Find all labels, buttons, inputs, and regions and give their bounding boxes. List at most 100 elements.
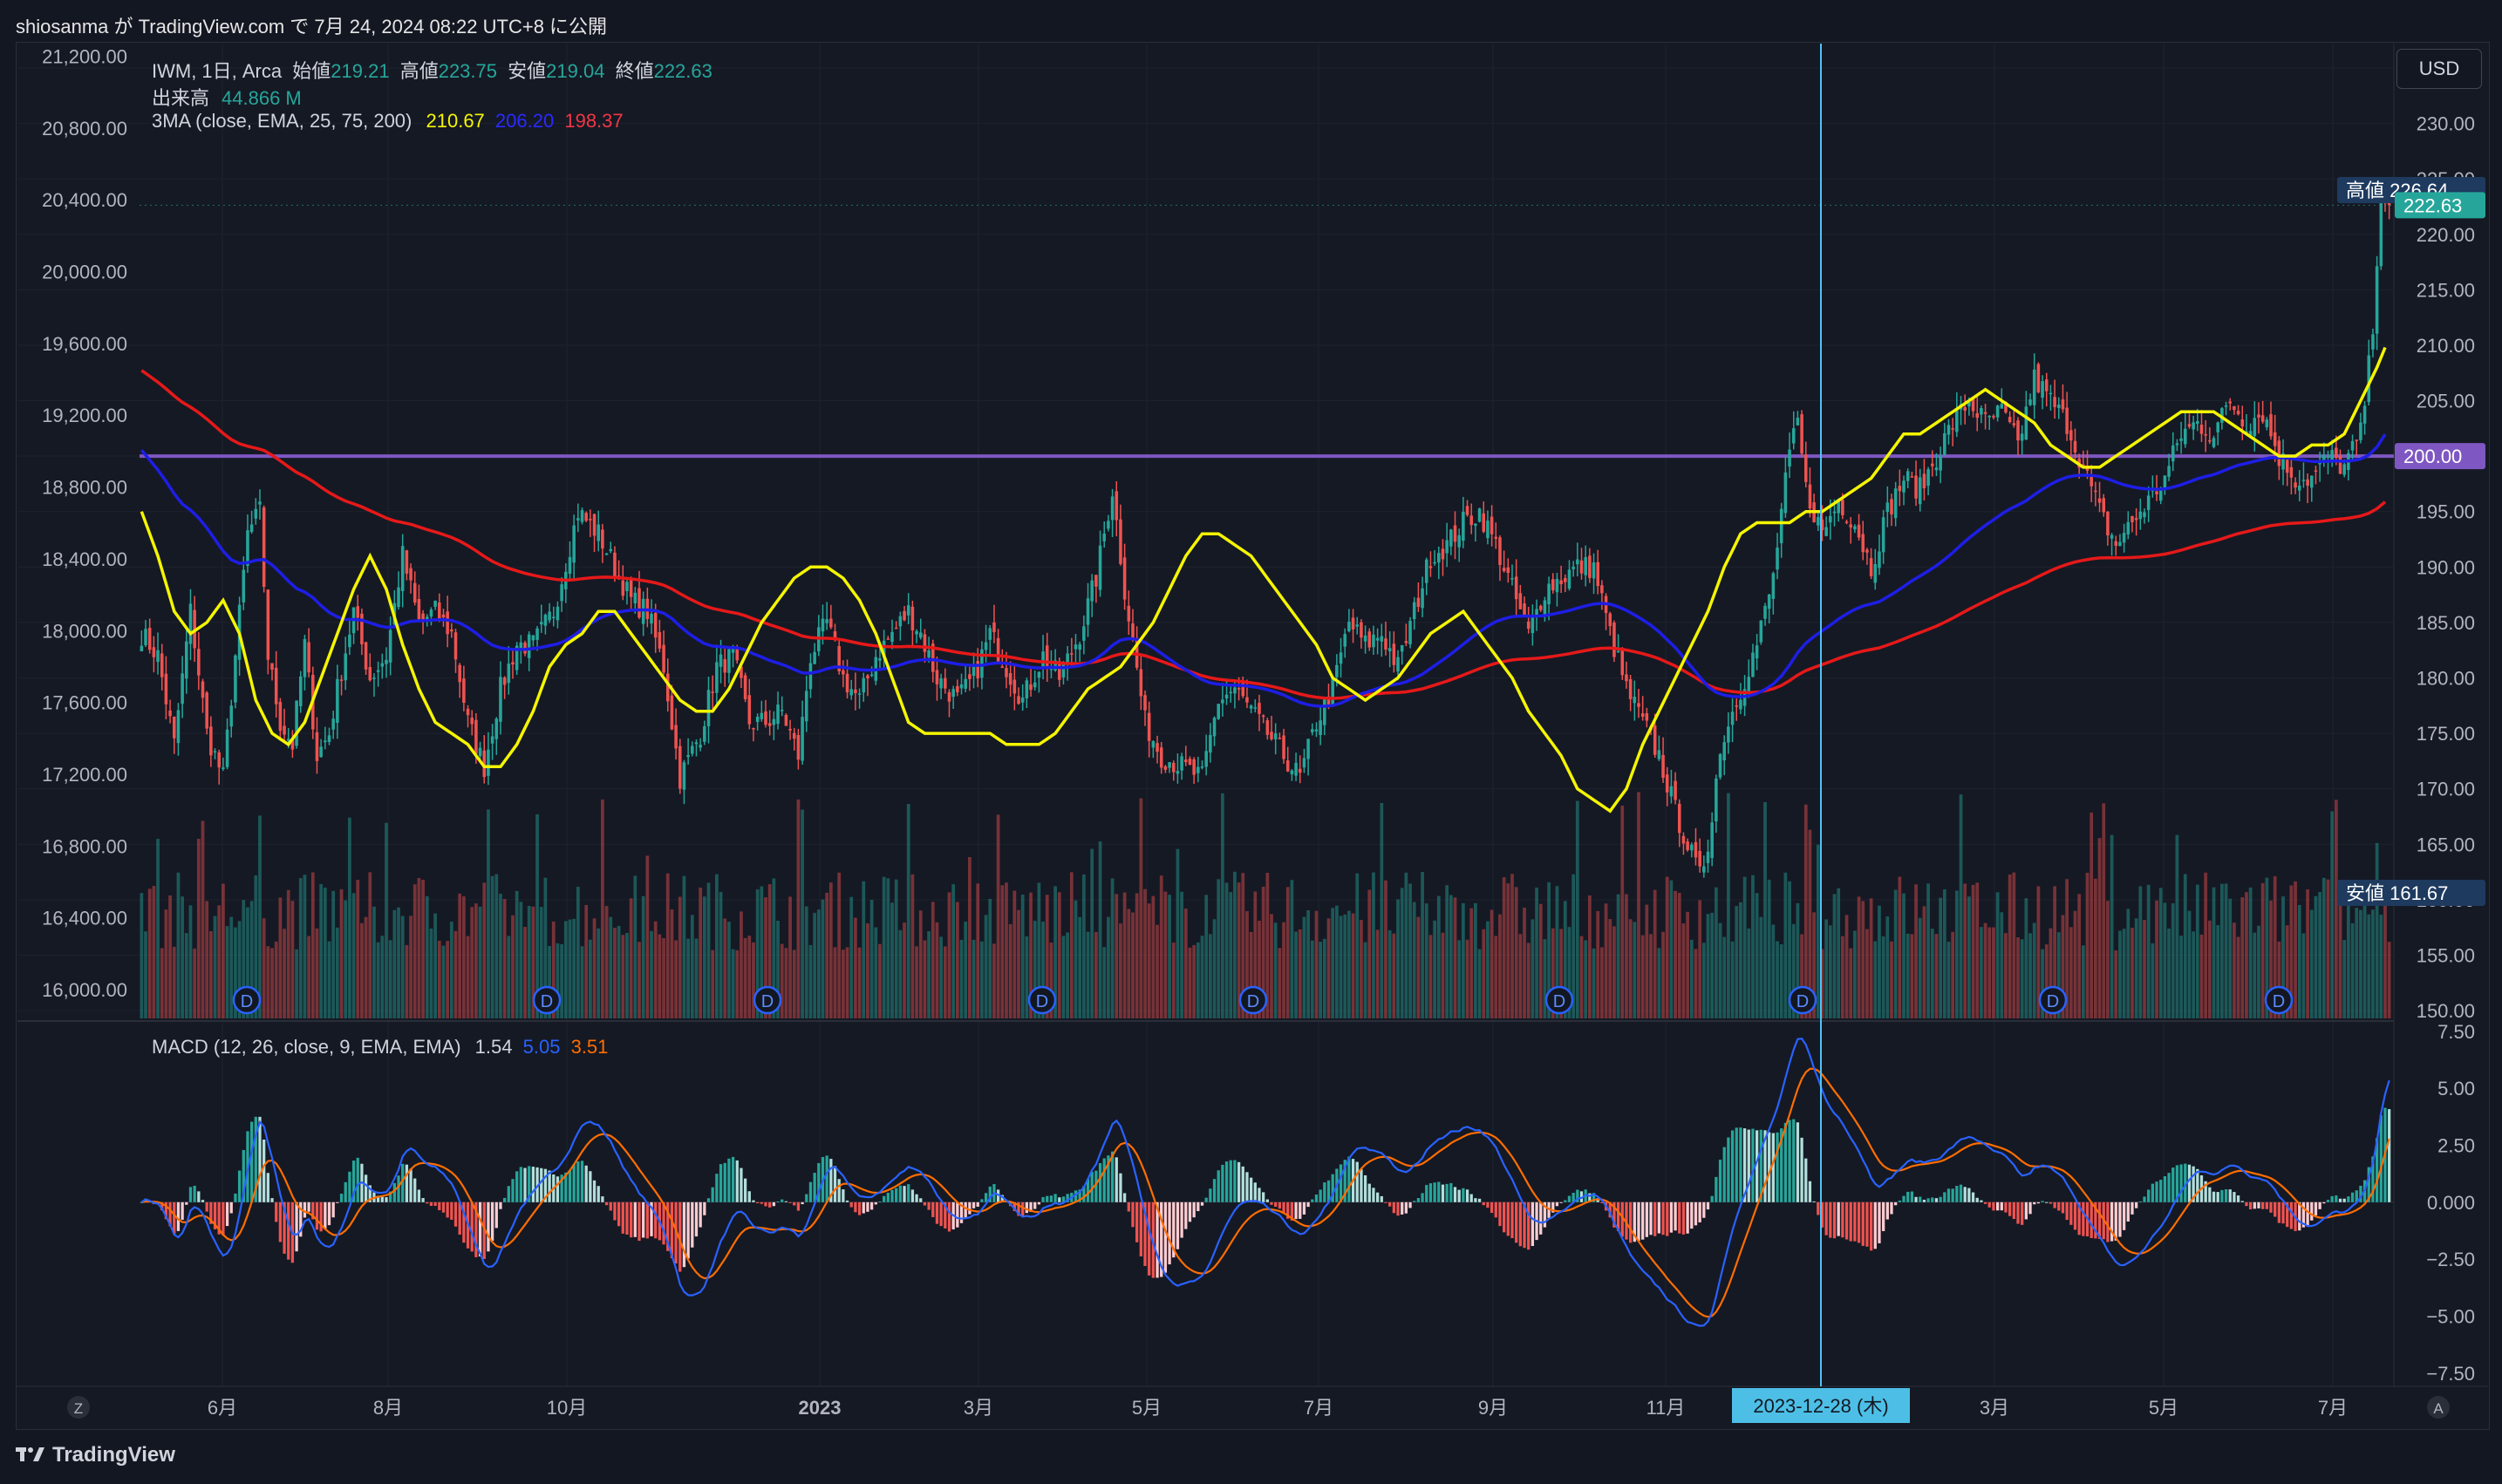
- volume-bar: [723, 918, 727, 1018]
- candle-body: [1718, 753, 1722, 778]
- candle: [1131, 609, 1135, 642]
- macd-histogram-bar: [528, 1166, 531, 1202]
- candle-body: [845, 673, 849, 693]
- macd-histogram-bar: [1196, 1201, 1200, 1212]
- candle-body: [931, 643, 935, 672]
- currency-button[interactable]: USD: [2396, 49, 2482, 89]
- dividend-marker-label: D: [241, 992, 253, 1011]
- macd-histogram-bar: [1037, 1201, 1041, 1205]
- candle-body: [1922, 473, 1926, 489]
- candle-body: [324, 740, 327, 743]
- macd-histogram-bar: [1637, 1201, 1640, 1242]
- volume-bar: [947, 892, 951, 1018]
- macd-histogram-bar: [1926, 1198, 1930, 1202]
- volume-bar: [246, 907, 249, 1018]
- candle-body: [1878, 551, 1881, 568]
- candle: [1547, 576, 1551, 621]
- volume-bar: [1535, 887, 1538, 1018]
- candle: [1139, 653, 1143, 711]
- volume-bar: [266, 946, 270, 1018]
- volume-bar: [686, 938, 690, 1018]
- volume-bar: [2321, 877, 2326, 1018]
- macd-histogram-bar: [1265, 1199, 1269, 1202]
- macd-histogram-bar: [691, 1201, 694, 1248]
- candle-body: [433, 600, 437, 607]
- macd-histogram-bar: [433, 1201, 437, 1207]
- candle-body: [731, 646, 735, 653]
- macd-histogram-bar: [895, 1188, 898, 1202]
- macd-histogram-bar: [788, 1201, 792, 1203]
- candle: [2228, 398, 2233, 411]
- candle-body: [2297, 485, 2301, 491]
- volume-bar: [1579, 936, 1584, 1018]
- chart-frame[interactable]: [16, 42, 2490, 1430]
- volume-bar: [1147, 903, 1151, 1018]
- candle-body: [539, 622, 543, 625]
- candle: [1029, 667, 1033, 698]
- time-axis-tick: 5月: [2149, 1397, 2178, 1419]
- macd-histogram-bar: [405, 1164, 409, 1202]
- candle-body: [1058, 661, 1061, 680]
- volume-bar: [1995, 892, 2000, 1018]
- candle: [1788, 432, 1791, 479]
- candle-body: [2371, 334, 2375, 350]
- macd-histogram-bar: [2245, 1201, 2248, 1207]
- candle: [1987, 415, 1992, 431]
- candle-body: [2184, 428, 2187, 445]
- macd-histogram-bar: [2388, 1109, 2391, 1202]
- volume-bar: [1791, 923, 1796, 1018]
- macd-histogram-bar: [351, 1161, 356, 1202]
- candle-body: [1690, 844, 1694, 851]
- macd-histogram-bar: [723, 1162, 726, 1202]
- candle: [494, 717, 499, 755]
- candle-body: [1416, 597, 1421, 608]
- candle-body: [1486, 521, 1490, 539]
- macd-histogram-bar: [229, 1201, 233, 1214]
- macd-histogram-bar: [1486, 1201, 1490, 1208]
- candle-body: [225, 729, 229, 767]
- volume-bar: [1910, 934, 1914, 1018]
- candle: [2233, 405, 2236, 415]
- candle-body: [2163, 475, 2167, 489]
- macd-histogram-bar: [2061, 1201, 2065, 1214]
- volume-bar: [662, 937, 665, 1018]
- candle-body: [964, 678, 967, 689]
- volume-bar: [2110, 834, 2114, 1018]
- volume-bar: [2359, 909, 2362, 1018]
- candle: [438, 593, 441, 623]
- macd-histogram-bar: [2289, 1201, 2294, 1229]
- volume-bar: [1310, 940, 1314, 1018]
- candle: [1314, 722, 1319, 738]
- candle: [360, 608, 364, 656]
- macd-histogram-bar: [2338, 1198, 2342, 1202]
- candle-body: [1918, 477, 1922, 505]
- candle: [1510, 564, 1514, 586]
- volume-bar: [1890, 941, 1893, 1018]
- candle: [2057, 397, 2061, 419]
- volume-bar: [1674, 890, 1677, 1018]
- volume-bar: [906, 803, 910, 1018]
- volume-bar: [1575, 800, 1579, 1018]
- candle: [1090, 574, 1094, 617]
- macd-histogram-bar: [715, 1174, 719, 1202]
- candle: [1200, 760, 1204, 770]
- macd-histogram-bar: [2122, 1201, 2126, 1230]
- volume-bar: [1261, 886, 1265, 1018]
- macd-histogram-bar: [560, 1174, 563, 1202]
- tradingview-logo[interactable]: TradingView: [16, 1443, 175, 1467]
- candle: [1584, 545, 1587, 587]
- macd-histogram-bar: [617, 1201, 621, 1227]
- macd-histogram-bar: [1294, 1201, 1298, 1220]
- volume-bar: [1763, 801, 1767, 1018]
- candle-body: [1588, 555, 1592, 578]
- candle-body: [290, 739, 295, 750]
- macd-histogram-bar: [1633, 1201, 1636, 1242]
- candle-body: [1975, 412, 1980, 419]
- candle: [1783, 456, 1788, 518]
- candle: [1392, 631, 1396, 673]
- macd-axis-tick: −5.00: [2426, 1305, 2475, 1327]
- volume-bar: [168, 895, 172, 1018]
- candle: [1779, 502, 1783, 558]
- macd-histogram-bar: [796, 1201, 801, 1211]
